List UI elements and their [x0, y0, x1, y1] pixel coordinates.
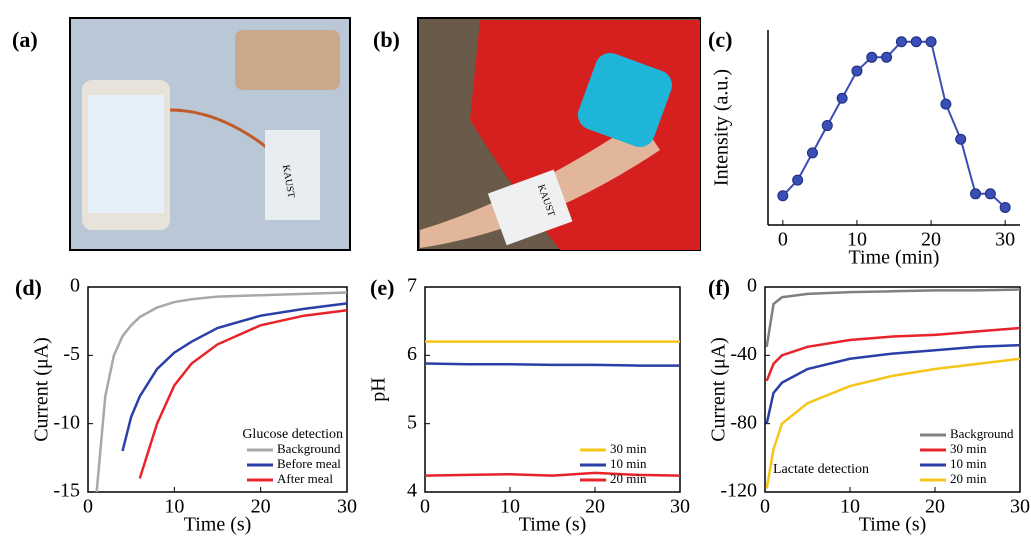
marker [896, 37, 906, 47]
marker [941, 99, 951, 109]
panel-label: (d) [15, 275, 42, 300]
marker [867, 52, 877, 62]
panel-label: (e) [370, 275, 394, 300]
y-tick-label: -80 [730, 411, 757, 433]
y-tick-label: -120 [720, 480, 757, 502]
y-tick-label: 7 [407, 275, 417, 297]
y-tick-label: -40 [730, 343, 757, 365]
x-axis-label: Time (s) [184, 514, 252, 536]
marker [971, 189, 981, 199]
phone-screen [88, 95, 164, 213]
panel-label: (a) [12, 27, 38, 52]
legend-label: 20 min [950, 471, 987, 486]
x-tick-label: 30 [995, 229, 1015, 251]
x-tick-label: 30 [670, 496, 690, 518]
marker [1000, 202, 1010, 212]
x-tick-label: 0 [420, 496, 430, 518]
x-axis-label: Time (min) [849, 247, 940, 269]
legend-label: Background [277, 441, 341, 456]
y-axis-label: pH [368, 377, 390, 401]
marker [807, 148, 817, 158]
y-tick-label: -15 [53, 480, 80, 502]
device [235, 30, 340, 90]
panel-label: (b) [373, 27, 400, 52]
marker [837, 93, 847, 103]
figure: KAUST KAUST (a) (b) (c) 0 10 20 30 Time (min)… [0, 0, 1031, 539]
x-tick-label: 0 [83, 496, 93, 518]
x-tick-label: 10 [164, 496, 184, 518]
marker [926, 37, 936, 47]
legend-label: 10 min [610, 456, 647, 471]
legend-label: Before meal [277, 456, 341, 471]
series-line [767, 345, 1020, 424]
marker [956, 134, 966, 144]
x-tick-label: 10 [500, 496, 520, 518]
y-tick-label: 0 [747, 275, 757, 297]
x-tick-label: 30 [337, 496, 357, 518]
marker [778, 191, 788, 201]
y-tick-label: 6 [407, 343, 417, 365]
x-tick-label: 20 [585, 496, 605, 518]
photo-a: KAUST [70, 18, 350, 250]
photo-b: KAUST [418, 18, 700, 250]
legend-label: Background [950, 426, 1014, 441]
series-line [425, 364, 680, 366]
annotation: Lactate detection [773, 462, 869, 477]
series-line [783, 42, 1005, 208]
y-axis-label: Intensity (a.u.) [711, 69, 733, 186]
x-axis-label: Time (s) [519, 514, 587, 536]
y-tick-label: -10 [53, 411, 80, 433]
legend-label: 30 min [610, 441, 647, 456]
x-tick-label: 20 [251, 496, 271, 518]
y-tick-label: 5 [407, 411, 417, 433]
x-tick-label: 20 [925, 496, 945, 518]
x-tick-label: 0 [778, 229, 788, 251]
legend-label: 20 min [610, 471, 647, 486]
marker [793, 175, 803, 185]
panel-label: (c) [708, 27, 732, 52]
x-tick-label: 30 [1010, 496, 1030, 518]
series-line [767, 290, 1020, 347]
y-tick-label: -5 [63, 343, 80, 365]
marker [911, 37, 921, 47]
marker [985, 189, 995, 199]
legend-label: 30 min [950, 441, 987, 456]
legend-title: Glucose detection [242, 427, 343, 442]
y-axis-label: Current (μA) [708, 337, 730, 442]
x-tick-label: 0 [760, 496, 770, 518]
panel-label: (f) [708, 275, 730, 300]
y-axis-label: Current (μA) [31, 337, 53, 442]
marker [852, 66, 862, 76]
marker [822, 121, 832, 131]
marker [882, 52, 892, 62]
page: KAUST KAUST (a) (b) (c) 0 10 20 30 Time (min)… [0, 0, 1031, 539]
y-tick-label: 0 [70, 275, 80, 297]
x-tick-label: 10 [840, 496, 860, 518]
legend-label: 10 min [950, 456, 987, 471]
x-axis-label: Time (s) [859, 514, 927, 536]
legend-label: After meal [277, 471, 333, 486]
y-tick-label: 4 [407, 480, 417, 502]
